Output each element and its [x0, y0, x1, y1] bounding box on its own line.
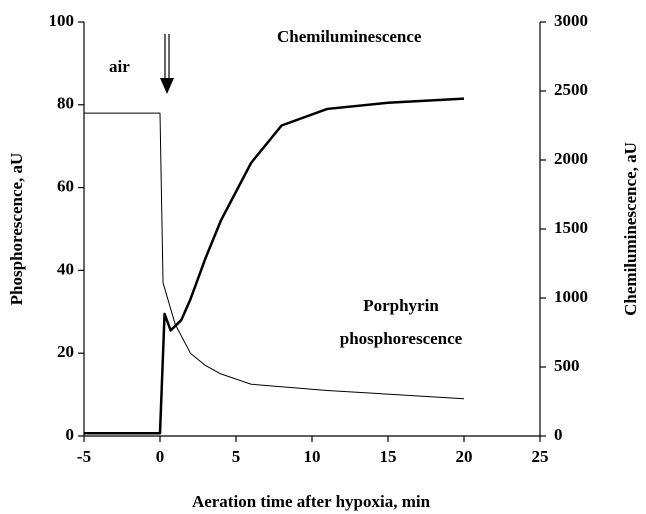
y2-tick-label: 2000 — [554, 149, 588, 168]
y-tick-label: 60 — [57, 177, 74, 196]
x-tick-label: 5 — [232, 447, 241, 466]
y-tick-label: 20 — [57, 342, 74, 361]
x-tick-label: 20 — [456, 447, 473, 466]
y2-tick-label: 3000 — [554, 11, 588, 30]
y2-tick-label: 500 — [554, 356, 580, 375]
annotation-phosphorescence: phosphorescence — [340, 329, 463, 348]
y2-tick-label: 2500 — [554, 80, 588, 99]
y-tick-label: 40 — [57, 259, 74, 278]
y-tick-label: 100 — [49, 11, 75, 30]
y2-tick-label: 0 — [554, 425, 563, 444]
x-tick-label: -5 — [77, 447, 91, 466]
y-tick-label: 0 — [66, 425, 75, 444]
x-tick-label: 15 — [380, 447, 397, 466]
annotation-porphyrin: Porphyrin — [363, 296, 439, 315]
series-line — [84, 97, 465, 435]
x-axis-title: Aeration time after hypoxia, min — [192, 492, 431, 511]
x-tick-label: 25 — [532, 447, 549, 466]
y2-tick-label: 1500 — [554, 218, 588, 237]
annotation-air: air — [109, 57, 130, 76]
y2-axis-title: Chemiluminescence, aU — [621, 142, 640, 316]
y-axis-title: Phosphorescence, aU — [7, 153, 26, 306]
series-line — [84, 112, 465, 400]
y-tick-label: 80 — [57, 94, 74, 113]
x-tick-label: 0 — [156, 447, 165, 466]
x-tick-label: 10 — [304, 447, 321, 466]
air-arrow — [160, 34, 174, 94]
y2-tick-label: 1000 — [554, 287, 588, 306]
annotation-chemiluminescence: Chemiluminescence — [277, 27, 422, 46]
